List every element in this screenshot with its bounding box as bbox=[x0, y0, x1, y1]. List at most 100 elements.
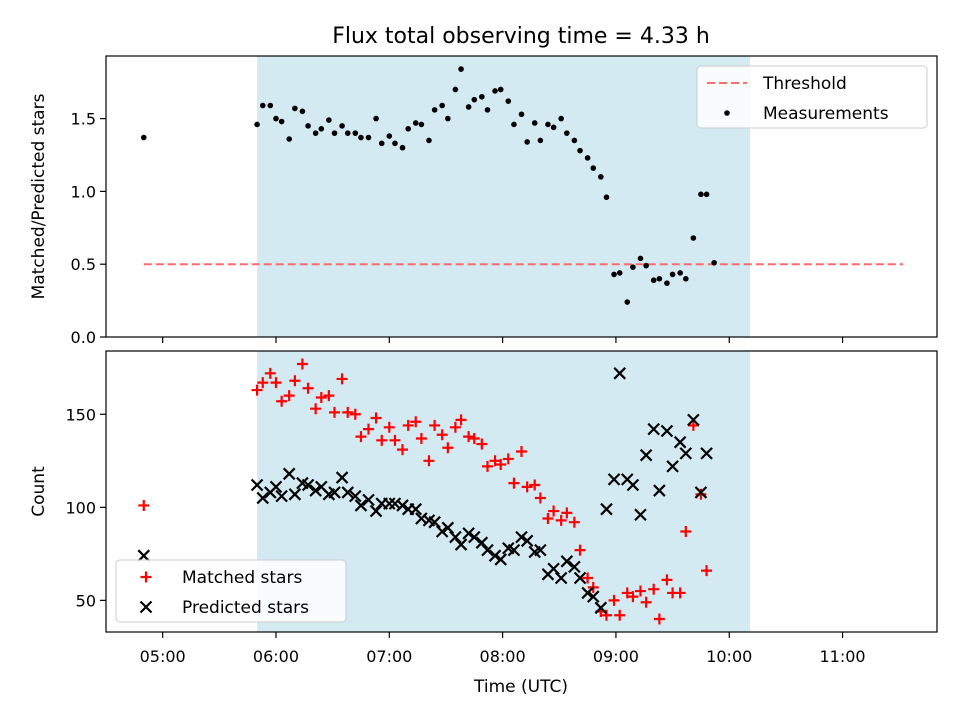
matched-star-point bbox=[264, 367, 276, 379]
measurement-point bbox=[690, 235, 697, 241]
matched-star-point bbox=[336, 373, 348, 385]
matched-star-point bbox=[489, 455, 501, 467]
predicted-star-point bbox=[369, 504, 383, 518]
measurement-point bbox=[426, 137, 432, 144]
measurement-point bbox=[365, 134, 372, 141]
matched-star-point bbox=[463, 431, 475, 443]
predicted-star-point bbox=[660, 424, 674, 438]
predicted-star-point bbox=[341, 486, 355, 499]
measurement-point bbox=[624, 299, 631, 305]
matched-star-point bbox=[370, 412, 382, 424]
measurement-point bbox=[305, 123, 311, 129]
predicted-star-point bbox=[547, 562, 560, 576]
measurement-point bbox=[643, 262, 649, 269]
measurement-point bbox=[656, 275, 663, 282]
predicted-star-point bbox=[449, 530, 462, 544]
measurement-point bbox=[458, 66, 464, 72]
matched-star-point bbox=[468, 432, 480, 444]
legend-label: Matched stars bbox=[182, 568, 302, 588]
predicted-star-point bbox=[137, 549, 151, 562]
predicted-star-point bbox=[435, 525, 449, 538]
matched-star-point bbox=[529, 479, 541, 491]
measurement-point bbox=[564, 130, 570, 136]
matched-star-point bbox=[548, 505, 560, 517]
measurement-point bbox=[312, 130, 319, 136]
matched-star-point bbox=[257, 377, 269, 389]
x-tick-label: 07:00 bbox=[366, 647, 412, 666]
predicted-star-point bbox=[428, 515, 441, 529]
predicted-star-point bbox=[409, 502, 423, 516]
predicted-star-point bbox=[309, 484, 322, 497]
predicted-star-point bbox=[666, 460, 679, 473]
legend-label: Measurements bbox=[763, 104, 889, 124]
measurement-point bbox=[358, 134, 364, 141]
matched-star-point bbox=[323, 390, 335, 402]
measurement-point bbox=[584, 155, 591, 161]
matched-star-point bbox=[582, 572, 594, 584]
matched-star-point bbox=[627, 591, 639, 603]
bottom-legend: Matched stars Predicted stars bbox=[115, 559, 347, 623]
matched-star-point bbox=[648, 583, 660, 595]
predicted-star-point bbox=[468, 530, 481, 544]
predicted-star-point bbox=[573, 571, 587, 585]
measurement-point bbox=[505, 98, 512, 104]
top-y-tick-label: 0.5 bbox=[71, 255, 96, 274]
predicted-star-point bbox=[481, 543, 494, 557]
measurement-point bbox=[711, 259, 717, 266]
measurement-point bbox=[630, 264, 636, 270]
predicted-star-point bbox=[275, 489, 288, 503]
legend-predicted-swatch bbox=[139, 600, 153, 614]
predicted-star-point bbox=[554, 571, 568, 585]
measurement-point bbox=[373, 115, 379, 122]
matched-star-point bbox=[363, 423, 375, 435]
predicted-star-point bbox=[462, 527, 475, 540]
matched-star-point bbox=[329, 406, 341, 418]
predicted-star-point bbox=[475, 536, 489, 549]
matched-star-point bbox=[568, 516, 580, 528]
predicted-star-point bbox=[515, 530, 528, 544]
matched-star-point bbox=[315, 392, 327, 404]
predicted-star-point bbox=[349, 489, 362, 503]
matched-star-point bbox=[283, 390, 295, 402]
top-legend-box bbox=[696, 65, 928, 129]
matched-star-point bbox=[423, 455, 435, 467]
bottom-y-tick-label: 150 bbox=[65, 405, 96, 424]
predicted-star-point bbox=[687, 413, 700, 427]
matched-star-point bbox=[376, 434, 388, 446]
matched-star-point bbox=[383, 421, 395, 433]
predicted-star-point bbox=[354, 499, 368, 512]
matched-star-point bbox=[508, 477, 520, 489]
x-tick-label: 08:00 bbox=[480, 647, 526, 666]
measurement-point bbox=[683, 275, 689, 282]
predicted-star-point bbox=[415, 512, 428, 525]
predicted-star-point bbox=[282, 467, 296, 481]
matched-star-point bbox=[270, 377, 282, 389]
measurement-point bbox=[577, 147, 583, 154]
matched-star-point bbox=[436, 429, 448, 441]
predicted-star-point bbox=[586, 590, 600, 603]
matched-star-point bbox=[276, 395, 288, 407]
bottom-y-tick-label: 50 bbox=[76, 591, 96, 610]
legend-measurement-swatch bbox=[724, 110, 730, 116]
matched-star-point bbox=[138, 499, 150, 511]
matched-star-point bbox=[429, 419, 441, 431]
matched-star-point bbox=[600, 609, 612, 621]
matched-star-point bbox=[289, 375, 301, 387]
measurement-point bbox=[399, 144, 406, 151]
matched-star-point bbox=[502, 453, 514, 465]
legend-label: Threshold bbox=[762, 74, 847, 94]
measurement-point bbox=[352, 130, 359, 136]
matched-star-point bbox=[695, 488, 707, 500]
measurement-point bbox=[598, 174, 604, 180]
measurement-point bbox=[299, 108, 306, 115]
measurement-point bbox=[278, 118, 285, 125]
predicted-star-point bbox=[639, 448, 653, 462]
measurement-point bbox=[531, 120, 538, 126]
measurement-point bbox=[140, 134, 147, 141]
matched-star-point bbox=[402, 419, 414, 431]
series-predicted-stars bbox=[137, 367, 713, 615]
predicted-star-point bbox=[301, 478, 315, 492]
matched-star-point bbox=[653, 613, 665, 625]
measurement-point bbox=[611, 271, 617, 278]
